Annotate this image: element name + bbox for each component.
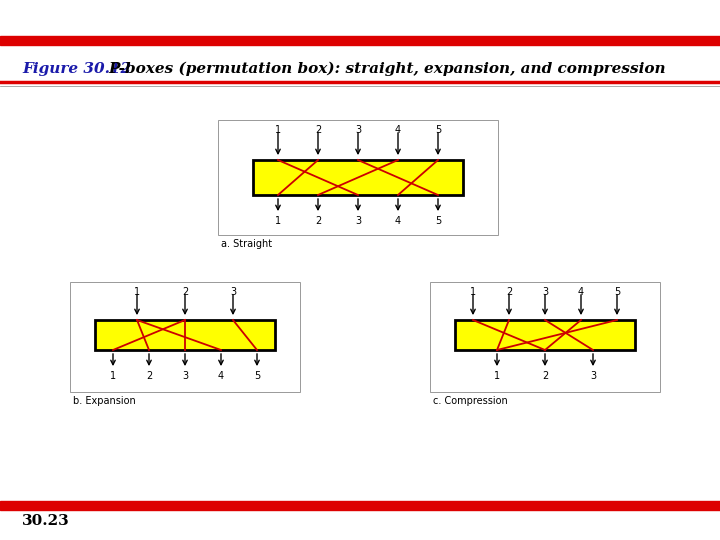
- Bar: [430, 282, 660, 392]
- Text: 5: 5: [435, 216, 441, 226]
- Text: 3: 3: [590, 371, 596, 381]
- Text: P-boxes (permutation box): straight, expansion, and compression: P-boxes (permutation box): straight, exp…: [108, 62, 665, 76]
- Text: 2: 2: [315, 125, 321, 135]
- Text: 2: 2: [182, 287, 188, 297]
- Bar: [218, 120, 498, 235]
- Text: 5: 5: [614, 287, 620, 297]
- Bar: [70, 282, 300, 392]
- Text: 5: 5: [254, 371, 260, 381]
- Text: 4: 4: [395, 216, 401, 226]
- Text: 1: 1: [275, 125, 281, 135]
- Text: 1: 1: [134, 287, 140, 297]
- Text: 2: 2: [542, 371, 548, 381]
- Text: 2: 2: [315, 216, 321, 226]
- Text: 3: 3: [355, 125, 361, 135]
- Bar: [0, 36, 720, 45]
- Text: 3: 3: [230, 287, 236, 297]
- Text: 2: 2: [146, 371, 152, 381]
- Text: 1: 1: [494, 371, 500, 381]
- Text: b. Expansion: b. Expansion: [73, 396, 136, 406]
- Text: 1: 1: [275, 216, 281, 226]
- Text: 1: 1: [470, 287, 476, 297]
- Text: Figure 30.12: Figure 30.12: [22, 62, 131, 76]
- Bar: [253, 160, 463, 195]
- Text: 4: 4: [578, 287, 584, 297]
- Text: 2: 2: [506, 287, 512, 297]
- Text: 3: 3: [355, 216, 361, 226]
- Bar: [455, 320, 635, 350]
- Text: 4: 4: [218, 371, 224, 381]
- Text: 30.23: 30.23: [22, 514, 70, 528]
- Text: 1: 1: [110, 371, 116, 381]
- Bar: [0, 501, 720, 510]
- Text: 3: 3: [542, 287, 548, 297]
- Text: c. Compression: c. Compression: [433, 396, 508, 406]
- Text: 5: 5: [435, 125, 441, 135]
- Text: 3: 3: [182, 371, 188, 381]
- Text: 4: 4: [395, 125, 401, 135]
- Text: a. Straight: a. Straight: [221, 239, 272, 249]
- Bar: [95, 320, 275, 350]
